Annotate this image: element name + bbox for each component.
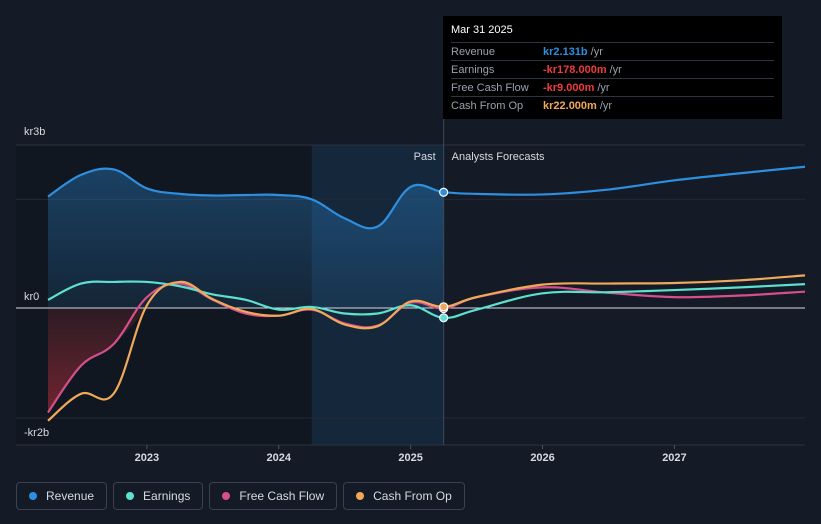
legend-item-earnings[interactable]: Earnings — [113, 482, 204, 510]
x-tick-label: 2026 — [530, 452, 554, 464]
tooltip-unit: /yr — [609, 63, 622, 76]
tooltip-row-revenue: Revenue kr2.131b /yr — [451, 42, 774, 60]
chart-area: kr3b kr0 -kr2b 2023 2024 2025 2026 2027 Past Anal… — [16, 16, 806, 464]
tooltip-label: Earnings — [451, 63, 495, 76]
x-tick-label: 2024 — [267, 452, 292, 464]
legend: Revenue Earnings Free Cash Flow Cash Fro… — [16, 482, 465, 510]
y-axis-label: kr0 — [24, 291, 39, 303]
marker-point-revenue — [439, 187, 449, 197]
tooltip-value: -kr178.000m — [543, 63, 607, 76]
tooltip-panel: Mar 31 2025 Revenue kr2.131b /yr Earning… — [443, 16, 782, 119]
forecast-label: Analysts Forecasts — [452, 151, 545, 163]
legend-label: Revenue — [46, 489, 95, 503]
tooltip-value: -kr9.000m — [543, 81, 595, 94]
legend-label: Free Cash Flow — [239, 489, 325, 503]
legend-dot-icon — [356, 492, 365, 500]
legend-label: Cash From Op — [373, 489, 452, 503]
marker-point-cash-from-op — [439, 302, 449, 312]
series-line-cash-from-op — [47, 274, 806, 422]
tooltip-unit: /yr — [597, 81, 610, 94]
legend-dot-icon — [222, 492, 231, 500]
y-axis-label: -kr2b — [24, 427, 49, 439]
series-line-revenue — [47, 165, 806, 230]
legend-item-free-cash-flow[interactable]: Free Cash Flow — [209, 482, 338, 510]
tooltip-value: kr22.000m — [543, 99, 597, 112]
tooltip-label: Free Cash Flow — [451, 81, 529, 94]
x-tick-label: 2027 — [662, 452, 686, 464]
tooltip-unit: /yr — [590, 45, 603, 58]
legend-item-revenue[interactable]: Revenue — [16, 482, 108, 510]
legend-dot-icon — [29, 492, 37, 500]
tooltip-label: Revenue — [451, 45, 496, 58]
marker-point-earnings — [439, 313, 449, 323]
past-label: Past — [414, 151, 436, 163]
tooltip-value: kr2.131b — [543, 45, 588, 58]
x-tick-label: 2025 — [398, 452, 422, 464]
legend-item-cash-from-op[interactable]: Cash From Op — [343, 482, 465, 510]
legend-dot-icon — [126, 492, 135, 500]
tooltip-unit: /yr — [599, 99, 613, 112]
tooltip-row-cash-from-op: Cash From Op kr22.000m /yr — [451, 96, 774, 114]
x-tick-label: 2023 — [135, 452, 159, 464]
revenue-area — [48, 168, 444, 308]
tooltip-row-free-cash-flow: Free Cash Flow -kr9.000m /yr — [451, 78, 774, 96]
tooltip-label: Cash From Op — [451, 99, 524, 112]
series-line-free-cash-flow — [47, 282, 806, 414]
tooltip-row-earnings: Earnings -kr178.000m /yr — [451, 60, 774, 78]
series-line-earnings — [47, 280, 806, 319]
legend-label: Earnings — [143, 489, 191, 503]
tooltip-date: Mar 31 2025 — [451, 24, 513, 36]
y-axis-label: kr3b — [24, 126, 45, 138]
